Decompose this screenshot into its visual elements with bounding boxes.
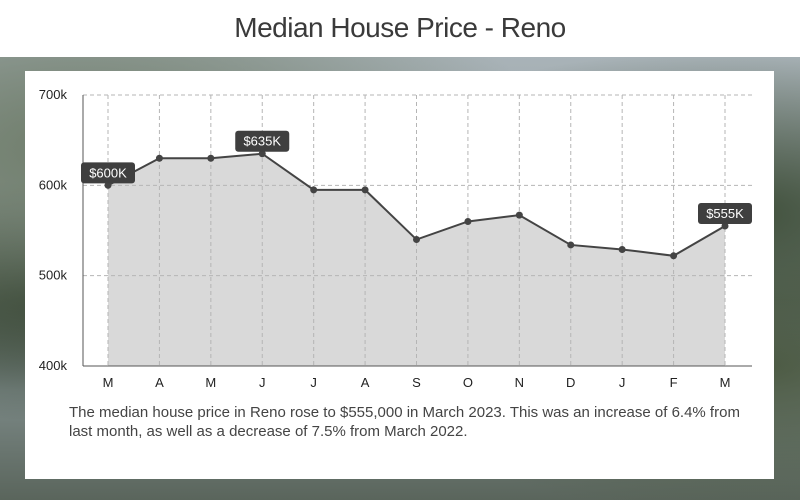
y-tick-label: 700k: [39, 87, 68, 102]
y-tick-label: 600k: [39, 177, 68, 192]
data-point: [361, 186, 369, 194]
x-tick-label: J: [310, 375, 317, 390]
page-title: Median House Price - Reno: [234, 12, 566, 43]
data-point: [464, 217, 472, 225]
data-point: [567, 241, 575, 249]
price-area-chart: 400k 500k 600k 700k M A M J J A S O N D J F M $600K $635K $…: [39, 87, 752, 390]
chart-card: 400k 500k 600k 700k M A M J J A S O N D J F M $600K $635K $…: [25, 71, 774, 479]
x-tick-label: O: [463, 375, 473, 390]
x-tick-label: F: [670, 375, 678, 390]
x-tick-label: M: [720, 375, 731, 390]
y-tick-label: 500k: [39, 268, 68, 283]
data-point: [670, 252, 678, 260]
data-point: [515, 211, 523, 219]
x-tick-label: M: [205, 375, 216, 390]
data-point: [310, 186, 318, 194]
x-tick-label: J: [259, 375, 266, 390]
y-tick-label: 400k: [39, 358, 68, 373]
chart-caption: The median house price in Reno rose to $…: [69, 404, 740, 440]
data-label-box: [81, 162, 135, 184]
data-label-box: [698, 202, 752, 224]
x-tick-label: A: [361, 375, 370, 390]
x-tick-label: M: [103, 375, 114, 390]
data-point: [258, 150, 266, 158]
data-label-box: [235, 130, 290, 152]
x-tick-label: J: [619, 375, 626, 390]
data-point: [721, 222, 729, 230]
data-point: [104, 181, 112, 189]
x-tick-label: N: [515, 375, 524, 390]
data-label: $635K: [243, 134, 281, 149]
data-label: $555K: [706, 206, 744, 221]
data-point: [207, 154, 215, 162]
data-label: $600K: [89, 165, 127, 180]
x-tick-label: S: [412, 375, 421, 390]
data-point: [155, 154, 163, 162]
x-tick-label: D: [566, 375, 575, 390]
x-tick-label: A: [155, 375, 164, 390]
data-point: [618, 245, 626, 253]
data-point: [413, 236, 420, 244]
